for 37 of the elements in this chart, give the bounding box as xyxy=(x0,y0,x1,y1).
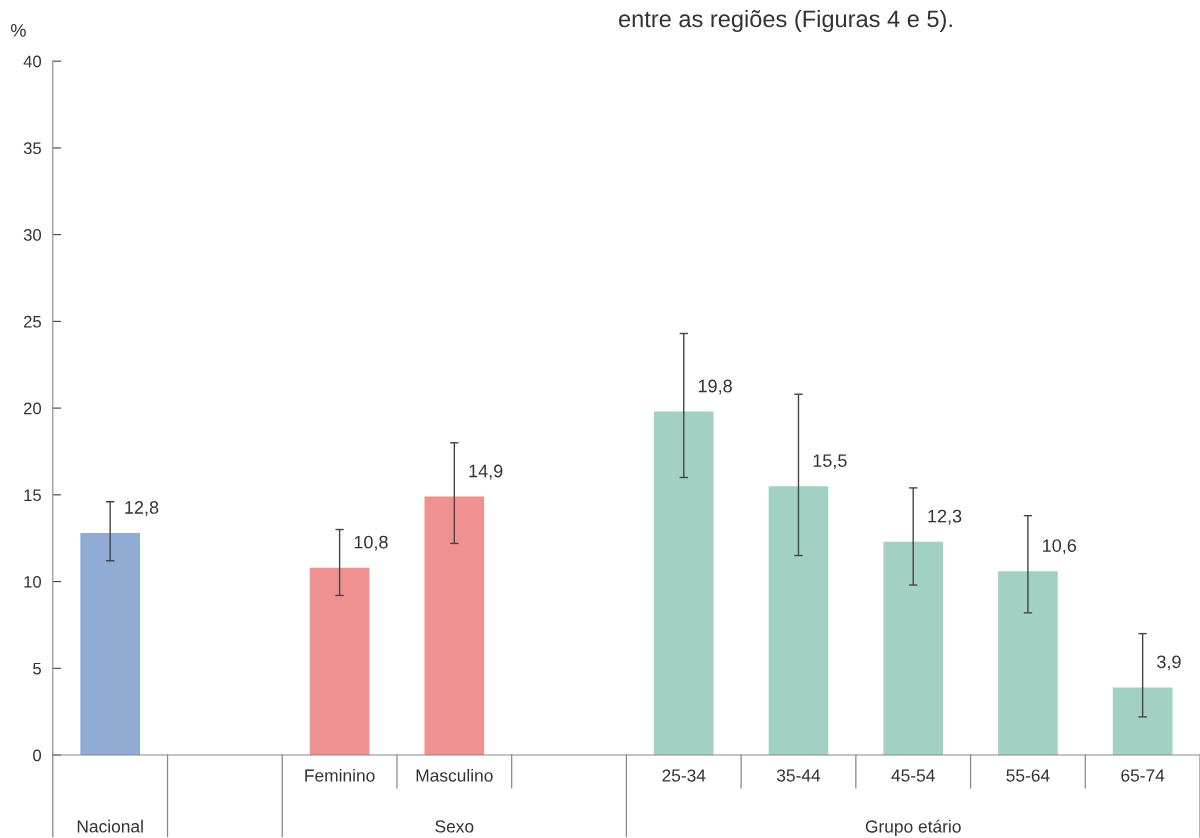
bar xyxy=(653,411,714,756)
y-tick-label: 35 xyxy=(23,142,41,155)
y-tick-label: 30 xyxy=(23,229,42,241)
text: Nacional xyxy=(77,819,143,833)
x-tick-label: 55-64 xyxy=(1006,769,1050,782)
text: Grupo etário xyxy=(865,819,961,837)
y-tick-label: 0 xyxy=(33,749,42,762)
y-tick-label: 15 xyxy=(24,489,41,502)
y-tick-label: 20 xyxy=(23,402,42,415)
x-tick-label: 65-74 xyxy=(1121,769,1165,782)
y-tick-label: 10 xyxy=(24,575,42,588)
bar xyxy=(998,571,1058,756)
y-tick-label: 25 xyxy=(23,315,41,328)
bar xyxy=(768,486,829,756)
data-label: 10,6 xyxy=(1043,539,1077,555)
x-tick-label: Masculino xyxy=(416,768,493,782)
data-label: 15,5 xyxy=(813,454,847,470)
x-tick-label: 35-44 xyxy=(776,769,821,782)
y-tick-label: 40 xyxy=(23,55,42,68)
bar xyxy=(1112,687,1173,756)
data-label: 14,9 xyxy=(469,464,503,480)
data-label: 19,8 xyxy=(698,379,732,395)
data-label: 12,3 xyxy=(928,509,962,525)
text: Sexo xyxy=(435,820,474,833)
x-tick-label: 25-34 xyxy=(662,769,706,782)
bar xyxy=(309,567,370,756)
x-tick-label: Feminino xyxy=(305,768,375,782)
x-tick-label: 45-54 xyxy=(891,769,935,782)
data-label: 3,9 xyxy=(1157,655,1181,671)
bar xyxy=(883,541,944,756)
y-axis-title: % xyxy=(11,24,26,37)
data-label: 10,8 xyxy=(354,535,388,551)
y-tick-label: 5 xyxy=(33,662,41,675)
data-label: 12,8 xyxy=(125,501,159,516)
bar xyxy=(80,533,140,756)
text: entre as regiões (Figuras 4 e 5). xyxy=(619,9,952,32)
bar xyxy=(424,496,485,756)
